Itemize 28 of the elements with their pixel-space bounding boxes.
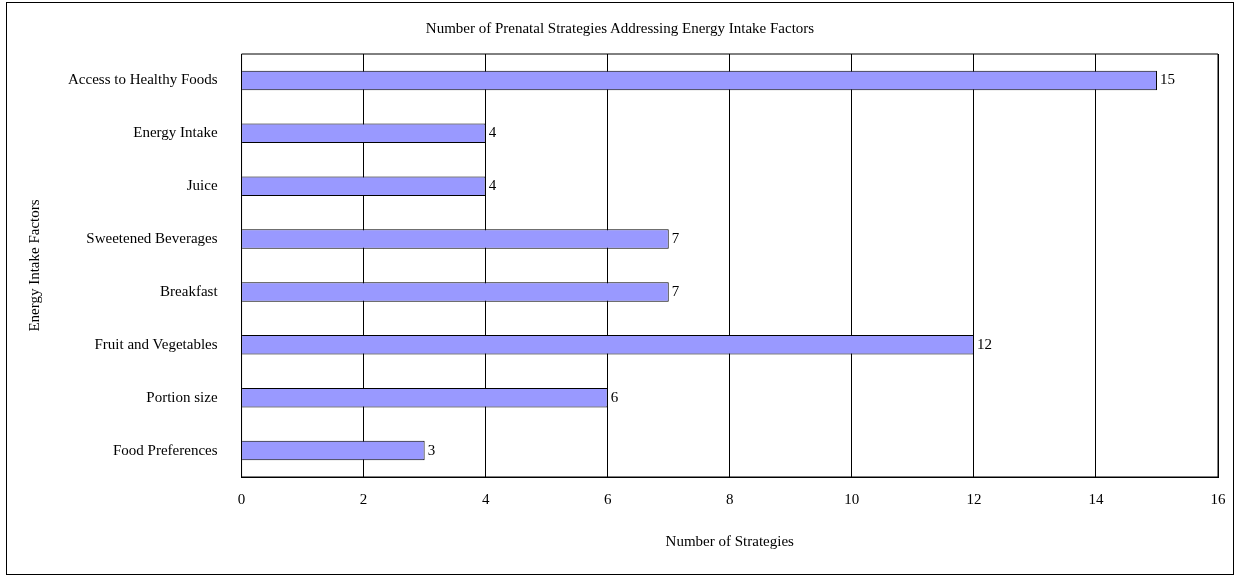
y-tick-label: Portion size xyxy=(146,388,218,405)
x-tick-label: 6 xyxy=(603,490,612,507)
x-tick-label: 16 xyxy=(1210,490,1226,507)
x-tick-label: 2 xyxy=(359,490,368,507)
x-tick-label: 4 xyxy=(481,490,490,507)
y-tick-label: Energy Intake xyxy=(133,124,218,141)
chart-title: Number of Prenatal Strategies Addressing Energy Intake Factors xyxy=(425,19,815,36)
data-label: 6 xyxy=(610,388,619,405)
data-label: 12 xyxy=(976,335,992,352)
y-tick-label: Access to Healthy Foods xyxy=(68,71,218,88)
x-axis-title: Number of Strategies xyxy=(665,532,795,549)
data-label: 7 xyxy=(671,282,680,299)
data-label: 4 xyxy=(488,177,497,194)
data-label: 3 xyxy=(427,441,436,458)
y-tick-label: Juice xyxy=(186,177,218,194)
data-label: 15 xyxy=(1159,71,1175,88)
x-tick-label: 8 xyxy=(726,490,734,507)
y-tick-label: Fruit and Vegetables xyxy=(94,335,218,352)
data-label: 7 xyxy=(671,230,680,246)
x-tick-label: 10 xyxy=(844,490,860,507)
y-axis-title: Energy Intake Factors xyxy=(25,199,42,332)
data-label: 4 xyxy=(488,124,497,141)
x-tick-label: 12 xyxy=(966,490,982,507)
y-tick-label: Food Preferences xyxy=(113,441,218,458)
y-tick-label: Sweetened Beverages xyxy=(86,230,218,246)
x-tick-label: 0 xyxy=(237,490,246,507)
x-tick-label: 14 xyxy=(1088,490,1104,507)
y-tick-label: Breakfast xyxy=(160,282,219,299)
